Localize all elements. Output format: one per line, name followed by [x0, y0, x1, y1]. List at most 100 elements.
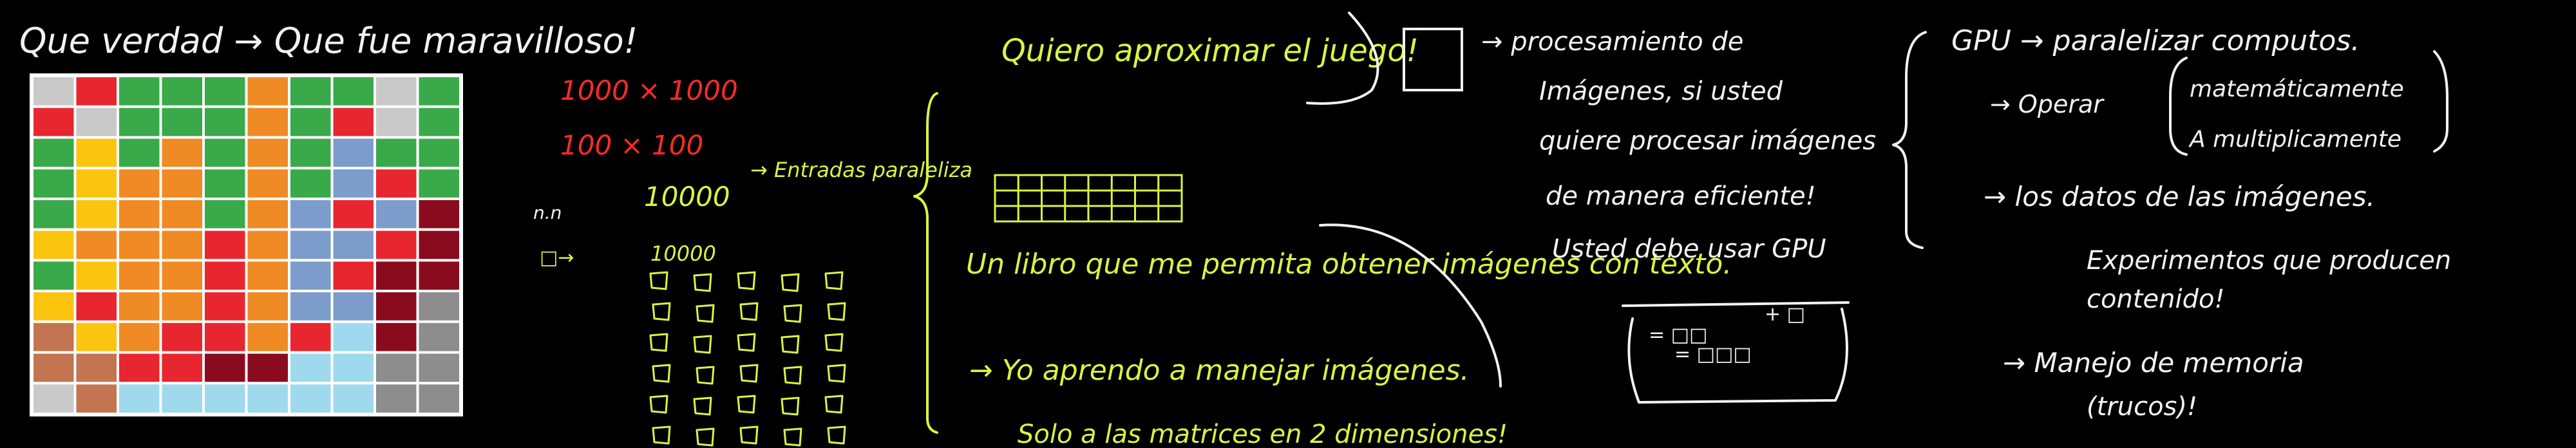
box-line2: = □□□: [1674, 343, 1752, 366]
grid-cell: [290, 107, 331, 136]
grid-cell: [247, 138, 288, 167]
label-10000-small: 10000: [650, 241, 716, 266]
grid-cell: [419, 292, 459, 321]
grid-cell: [419, 353, 459, 382]
grid-cell: [419, 261, 459, 290]
grid-cell: [119, 353, 160, 382]
grid-cell: [119, 169, 160, 198]
grid-cell: [290, 353, 331, 382]
grid-cell: [290, 292, 331, 321]
grid-cell: [205, 230, 245, 259]
grid-cell: [33, 230, 74, 259]
yellow-square: [652, 302, 671, 321]
grid-cell: [162, 200, 202, 229]
grid-cell: [119, 107, 160, 136]
gpu-mem1: → Manejo de memoria: [2003, 347, 2304, 378]
grid-cell: [33, 292, 74, 321]
grid-cell: [76, 200, 117, 229]
brace-operar-left: [2169, 57, 2188, 156]
proc-line-1: Imágenes, si usted: [1539, 77, 1783, 106]
grid-cell: [162, 138, 202, 167]
grid-cell: [119, 261, 160, 290]
grid-cell: [162, 292, 202, 321]
grid-cell: [247, 200, 288, 229]
gpu-mem2: (trucos)!: [2087, 392, 2197, 422]
yellow-square: [739, 302, 759, 321]
grid-cell: [376, 292, 417, 321]
grid-cell: [33, 384, 74, 413]
color-grid: [30, 73, 463, 416]
grid-cell: [419, 107, 459, 136]
grid-cell: [76, 261, 117, 290]
grid-cell: [247, 107, 288, 136]
grid-cell: [119, 138, 160, 167]
grid-cell: [162, 353, 202, 382]
grid-cell: [333, 261, 374, 290]
grid-cell: [205, 261, 245, 290]
yellow-square: [824, 395, 844, 414]
grid-cell: [205, 77, 245, 106]
quiero-text: Quiero aproximar el juego!: [1001, 33, 1419, 69]
grid-cell: [376, 200, 417, 229]
yellow-square: [781, 397, 800, 416]
grid-cell: [376, 138, 417, 167]
yellow-square: [827, 425, 846, 445]
box-line1-left: = □□: [1649, 324, 1707, 346]
label-nn: n.n: [533, 202, 562, 223]
yellow-square: [739, 425, 759, 445]
gpu-operar: → Operar: [1990, 90, 2105, 118]
grid-cell: [419, 138, 459, 167]
label-100x100: 100 × 100: [560, 129, 703, 161]
grid-cell: [419, 384, 459, 413]
yellow-square: [783, 304, 802, 323]
grid-cell: [76, 230, 117, 259]
grid-cell: [290, 384, 331, 413]
yellow-square: [649, 271, 668, 290]
grid-cell: [376, 77, 417, 106]
grid-cell: [33, 77, 74, 106]
libro-text: Un libro que me permita obtener imágenes…: [966, 248, 1732, 281]
grid-cell: [33, 200, 74, 229]
grid-cell: [333, 200, 374, 229]
yellow-square: [739, 364, 759, 383]
yellow-square: [693, 397, 712, 416]
grid-cell: [333, 384, 374, 413]
grid-cell: [290, 200, 331, 229]
grid-cell: [333, 353, 374, 382]
curve-middle: [1319, 223, 1502, 387]
grid-cell: [333, 292, 374, 321]
grid-cell: [205, 292, 245, 321]
processing-text-block: → procesamiento de Imágenes, si usted qu…: [1481, 27, 1876, 264]
grid-cell: [205, 138, 245, 167]
label-small-arrow: □→: [540, 247, 574, 269]
grid-cell: [205, 322, 245, 351]
grid-cell: [205, 200, 245, 229]
grid-cell: [247, 353, 288, 382]
yellow-square: [696, 304, 715, 323]
label-1000x1000: 1000 × 1000: [560, 75, 738, 106]
brace-gpu: [1892, 31, 1927, 249]
grid-cell: [162, 230, 202, 259]
yellow-square: [649, 395, 668, 414]
grid-cell: [119, 292, 160, 321]
yellow-square: [824, 333, 844, 352]
grid-cell: [205, 107, 245, 136]
yellow-square: [781, 335, 800, 354]
grid-cell: [33, 107, 74, 136]
grid-cell: [76, 384, 117, 413]
brace-left-yellow: [913, 92, 938, 434]
header-title: Que verdad → Que fue maravilloso!: [19, 21, 638, 61]
grid-cell: [247, 230, 288, 259]
label-10000: 10000: [644, 181, 730, 212]
grid-cell: [290, 138, 331, 167]
aprendo-text: → Yo aprendo a manejar imágenes.: [969, 354, 1470, 387]
yellow-squares-grid: [649, 271, 846, 447]
grid-cell: [119, 384, 160, 413]
grid-cell: [76, 353, 117, 382]
grid-cell: [333, 322, 374, 351]
grid-cell: [76, 77, 117, 106]
grid-cell: [290, 322, 331, 351]
grid-cell: [247, 261, 288, 290]
grid-cell: [290, 169, 331, 198]
grid-cell: [333, 138, 374, 167]
